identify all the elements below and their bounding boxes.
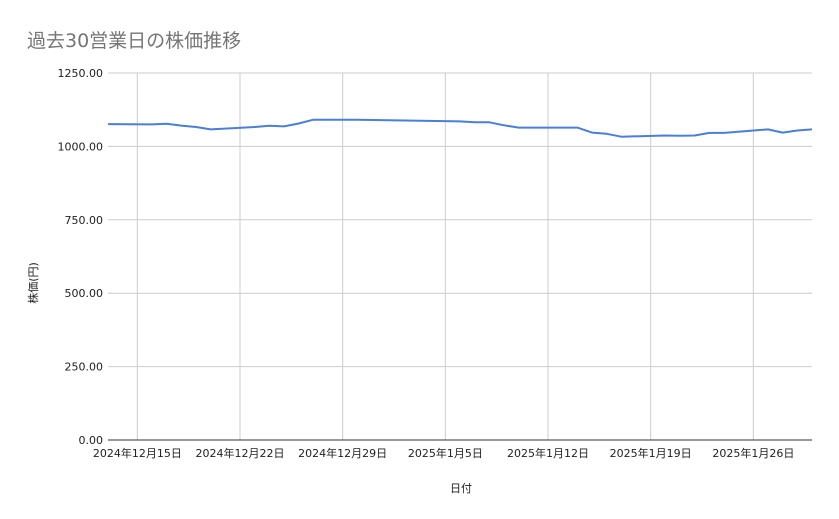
chart-title: 過去30営業日の株価推移	[27, 30, 242, 52]
y-tick-label: 750.00	[65, 214, 104, 227]
price-series-line	[107, 118, 813, 138]
y-axis-label: 株価(円)	[27, 262, 40, 304]
x-tick-label: 2024年12月22日	[196, 446, 285, 460]
x-tick-label: 2025年1月26日	[712, 446, 794, 460]
x-tick-label: 2024年12月15日	[93, 446, 182, 460]
y-tick-label: 1250.00	[58, 67, 104, 80]
x-axis-label: 日付	[450, 482, 472, 495]
y-tick-label: 500.00	[65, 287, 104, 300]
y-tick-label: 1000.00	[58, 140, 104, 153]
y-tick-label: 250.00	[65, 361, 104, 374]
x-tick-label: 2024年12月29日	[298, 446, 387, 460]
x-tick-label: 2025年1月12日	[507, 446, 589, 460]
x-tick-label: 2025年1月5日	[408, 446, 483, 460]
y-tick-label: 0.00	[79, 434, 104, 447]
x-tick-label: 2025年1月19日	[610, 446, 692, 460]
